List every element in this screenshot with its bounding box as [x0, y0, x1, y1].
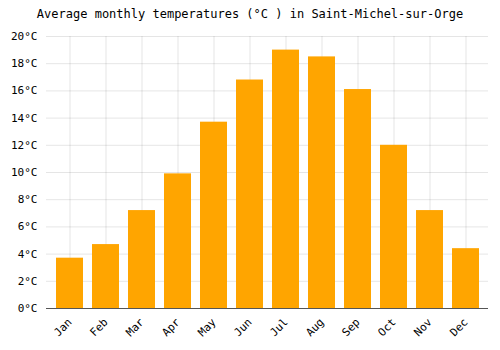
html-text:Average monthly temperatures (: Average monthly temperatures (°C ) in Sa… — [36, 7, 464, 21]
svg-text:Jan: Jan — [51, 316, 74, 339]
svg-text:12°C: 12°C — [11, 139, 38, 152]
svg-text:6°C: 6°C — [18, 220, 38, 233]
svg-text:Jun: Jun — [231, 316, 254, 339]
svg-text:0°C: 0°C — [18, 302, 38, 315]
svg-text:Apr: Apr — [159, 315, 183, 339]
svg-text:4°C: 4°C — [18, 248, 38, 261]
svg-text:Jul: Jul — [267, 316, 290, 339]
svg-text:2°C: 2°C — [18, 275, 38, 288]
svg-text:Feb: Feb — [87, 316, 110, 339]
svg-text:Oct: Oct — [375, 316, 398, 339]
svg-text:20°C: 20°C — [11, 30, 38, 43]
svg-text:18°C: 18°C — [11, 57, 38, 70]
svg-text:14°C: 14°C — [11, 112, 38, 125]
svg-text:Mar: Mar — [123, 315, 147, 339]
svg-text:16°C: 16°C — [11, 84, 38, 97]
svg-text:10°C: 10°C — [11, 166, 38, 179]
svg-text:Sep: Sep — [339, 316, 362, 339]
svg-text:May: May — [195, 315, 219, 339]
svg-text:Aug: Aug — [303, 316, 326, 339]
svg-text:Dec: Dec — [447, 316, 470, 339]
svg-text:8°C: 8°C — [18, 193, 38, 206]
svg-text:Nov: Nov — [411, 315, 435, 339]
